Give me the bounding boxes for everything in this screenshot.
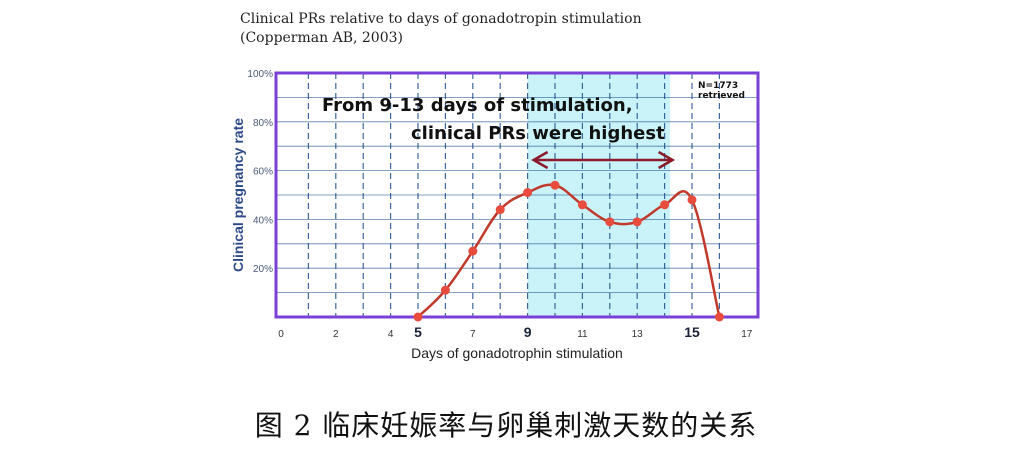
x-tick-label: 7	[470, 329, 476, 340]
data-point	[632, 217, 642, 227]
data-point	[605, 217, 615, 227]
annotation-line-1: From 9-13 days of stimulation,	[322, 95, 633, 116]
data-point	[714, 312, 724, 322]
data-point	[413, 312, 423, 322]
annotation-arrow-right-head	[657, 150, 676, 170]
x-tick-label: 0	[278, 329, 284, 340]
y-tick-label: 40%	[253, 215, 273, 226]
chart-title: Clinical PRs relative to days of gonadot…	[240, 11, 642, 27]
data-point	[550, 180, 560, 190]
y-tick-label: 60%	[253, 167, 273, 178]
y-axis-label: Clinical pregnancy rate	[230, 118, 246, 272]
x-tick-label: 15	[684, 324, 700, 340]
chart-subtitle: (Copperman AB, 2003)	[240, 30, 403, 46]
x-tick-label: 9	[524, 324, 532, 340]
data-point	[495, 205, 505, 215]
y-tick-label: 80%	[253, 118, 273, 129]
figure-caption: 图 2 临床妊娠率与卵巢刺激天数的关系	[254, 409, 758, 442]
data-point	[440, 285, 450, 295]
note-count: N=1773	[698, 81, 738, 91]
x-tick-label: 2	[333, 329, 339, 340]
data-point	[577, 200, 587, 210]
y-tick-label: 20%	[253, 264, 273, 275]
data-point	[468, 246, 478, 256]
x-tick-label: 4	[388, 329, 394, 340]
annotation-line-2: clinical PRs were highest	[411, 123, 665, 144]
x-tick-label: 5	[414, 324, 422, 340]
x-tick-label: 13	[632, 329, 644, 340]
y-tick-label: 100%	[247, 69, 273, 80]
annotation-arrow-left-head	[531, 150, 549, 170]
plot-frame	[274, 71, 760, 319]
x-tick-label: 11	[577, 329, 588, 340]
data-point	[687, 195, 697, 205]
chart-svg: 20% 40% 60% 80% 100% 0 2 4 5 7 9 11 13 15 17 Days of go…	[230, 69, 760, 361]
data-point	[523, 188, 533, 198]
data-point	[660, 200, 670, 210]
x-tick-label: 17	[741, 329, 753, 340]
note-label: retrieved	[698, 91, 745, 101]
x-axis-label: Days of gonadotrophin stimulation	[411, 345, 623, 361]
